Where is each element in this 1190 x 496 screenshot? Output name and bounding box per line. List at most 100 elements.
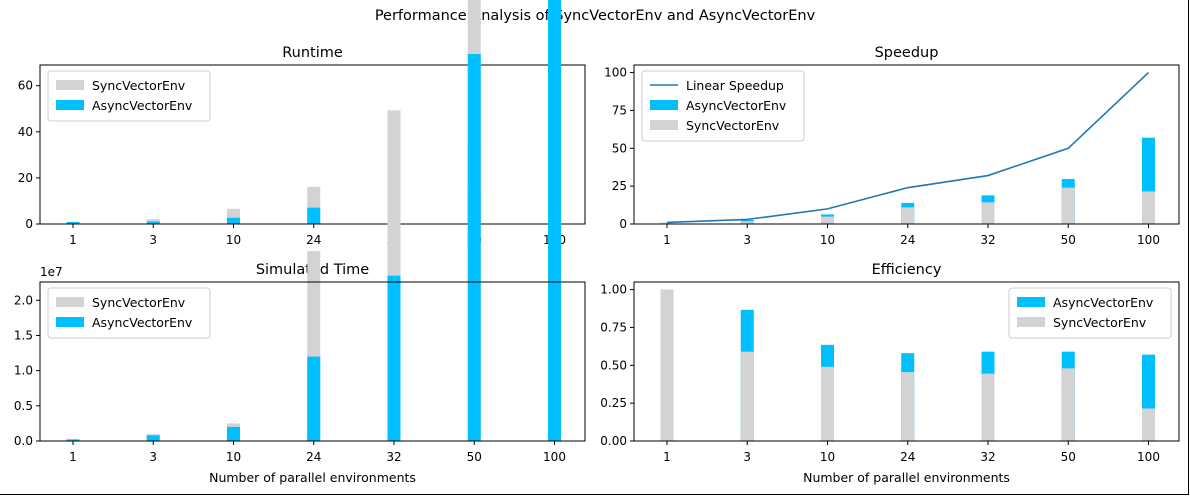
x-tick-label: 1	[69, 233, 77, 247]
x-tick-label: 50	[1061, 233, 1076, 247]
y-tick-label: 0.25	[600, 396, 627, 410]
bar-syncvectorenv-32	[981, 373, 995, 441]
legend: Linear Speedup AsyncVectorEnv SyncVectorEn…	[641, 70, 805, 142]
legend-label-asyncvectorenv: AsyncVectorEnv	[92, 315, 193, 330]
x-tick-label: 32	[386, 450, 401, 464]
bar-asyncvectorenv-1	[66, 221, 80, 224]
x-tick-label: 32	[980, 450, 995, 464]
x-tick-label: 10	[226, 450, 241, 464]
legend-swatch-syncvectorenv	[1017, 317, 1045, 327]
y-tick-label: 25	[612, 179, 627, 193]
bar-asyncvectorenv-1	[66, 439, 80, 441]
bar-syncvectorenv-24	[901, 207, 915, 224]
legend-label-asyncvectorenv: AsyncVectorEnv	[92, 98, 193, 113]
y-tick-label: 0.0	[14, 434, 33, 448]
y-tick-label: 0.75	[600, 320, 627, 334]
x-tick-label: 100	[1137, 450, 1160, 464]
legend-swatch-asyncvectorenv	[56, 317, 84, 327]
x-tick-label: 100	[543, 450, 566, 464]
y-tick-label: 1.5	[14, 328, 33, 342]
bar-syncvectorenv-50	[1061, 187, 1075, 224]
legend-box	[1008, 287, 1172, 339]
legend: SyncVectorEnv AsyncVectorEnv	[47, 287, 211, 339]
chart-title: Runtime	[282, 45, 343, 61]
y-tick-label: 60	[18, 79, 33, 93]
chart-runtime: Runtime13102432501000204060SyncVectorEnv…	[18, 45, 586, 247]
y-tick-label: 0	[25, 217, 33, 231]
legend-label-asyncvectorenv: AsyncVectorEnv	[1053, 295, 1154, 310]
legend-swatch-syncvectorenv	[56, 297, 84, 307]
x-tick-label: 24	[306, 450, 321, 464]
y-tick-label: 0.00	[600, 434, 627, 448]
legend: AsyncVectorEnv SyncVectorEnv	[1008, 287, 1172, 339]
legend-label-syncvectorenv: SyncVectorEnv	[92, 295, 186, 310]
legend-label-syncvectorenv: SyncVectorEnv	[92, 78, 186, 93]
axes-frame	[39, 281, 586, 442]
legend-box	[641, 70, 805, 142]
x-tick-label: 3	[743, 450, 751, 464]
bar-syncvectorenv-3	[740, 221, 754, 224]
legend-label-syncvectorenv: SyncVectorEnv	[1053, 315, 1147, 330]
bar-asyncvectorenv-3	[146, 221, 160, 224]
x-tick-label: 50	[467, 450, 482, 464]
legend-label-syncvectorenv: SyncVectorEnv	[686, 118, 780, 133]
legend-swatch-syncvectorenv	[650, 120, 678, 130]
bar-asyncvectorenv-24	[307, 356, 321, 441]
legend: SyncVectorEnv AsyncVectorEnv	[47, 70, 211, 122]
legend-box	[47, 70, 211, 122]
chart-speedup: Speedup 1 3 10 24 32 50 100 0 25 50 75 100 Linear Spe…	[604, 45, 1180, 247]
x-axis-label: Number of parallel environments	[209, 470, 416, 485]
x-tick-label: 3	[149, 233, 157, 247]
bar-asyncvectorenv-10	[227, 217, 240, 224]
bar-syncvectorenv-100	[1142, 408, 1155, 441]
bar-syncvectorenv-10	[821, 216, 834, 224]
legend-swatch-syncvectorenv	[56, 80, 84, 90]
bar-syncvectorenv-1	[660, 222, 674, 224]
y-tick-label: 0	[619, 217, 627, 231]
y-tick-label: 2.0	[14, 293, 33, 307]
x-tick-label: 1	[663, 233, 671, 247]
bar-syncvectorenv-3	[740, 351, 754, 441]
bar-asyncvectorenv-50	[467, 54, 481, 441]
x-tick-label: 10	[226, 233, 241, 247]
y-tick-label: 40	[18, 125, 33, 139]
bar-syncvectorenv-10	[821, 366, 834, 441]
x-tick-label: 3	[743, 233, 751, 247]
chart-title: Efficiency	[872, 262, 942, 278]
x-tick-label: 1	[69, 450, 77, 464]
x-tick-label: 1	[663, 450, 671, 464]
x-tick-label: 100	[1137, 233, 1160, 247]
x-tick-label: 10	[820, 233, 835, 247]
x-tick-label: 24	[900, 233, 915, 247]
chart-title: Speedup	[875, 45, 939, 61]
x-tick-label: 24	[306, 233, 321, 247]
y-tick-label: 0.50	[600, 358, 627, 372]
y-tick-label: 1.00	[600, 283, 627, 297]
axes-frame	[633, 64, 1180, 225]
chart-efficiency: Efficiency 1 3 10 24 32 50 100 0.00 0.25 0.50 0.75 1…	[600, 262, 1180, 485]
bar-syncvectorenv-24	[901, 372, 915, 441]
bar-asyncvectorenv-3	[146, 435, 160, 441]
x-axis-label: Number of parallel environments	[803, 470, 1010, 485]
bar-asyncvectorenv-24	[307, 207, 321, 224]
bar-syncvectorenv-100	[1142, 191, 1155, 224]
legend-swatch-asyncvectorenv	[1017, 297, 1045, 307]
bar-syncvectorenv-1	[660, 289, 674, 441]
axes-frame	[39, 64, 586, 225]
bar-asyncvectorenv-32	[387, 275, 401, 441]
bar-syncvectorenv-32	[981, 202, 995, 224]
y-tick-label: 0.5	[14, 399, 33, 413]
y-offset-label: 1e7	[40, 265, 63, 279]
legend-swatch-asyncvectorenv	[650, 100, 678, 110]
y-tick-label: 75	[612, 103, 627, 117]
bar-asyncvectorenv-10	[227, 426, 240, 441]
axes-frame	[633, 281, 1180, 442]
y-tick-label: 100	[604, 66, 627, 80]
x-tick-label: 10	[820, 450, 835, 464]
x-tick-label: 32	[980, 233, 995, 247]
y-tick-label: 1.0	[14, 364, 33, 378]
legend-label-asyncvectorenv: AsyncVectorEnv	[686, 98, 787, 113]
